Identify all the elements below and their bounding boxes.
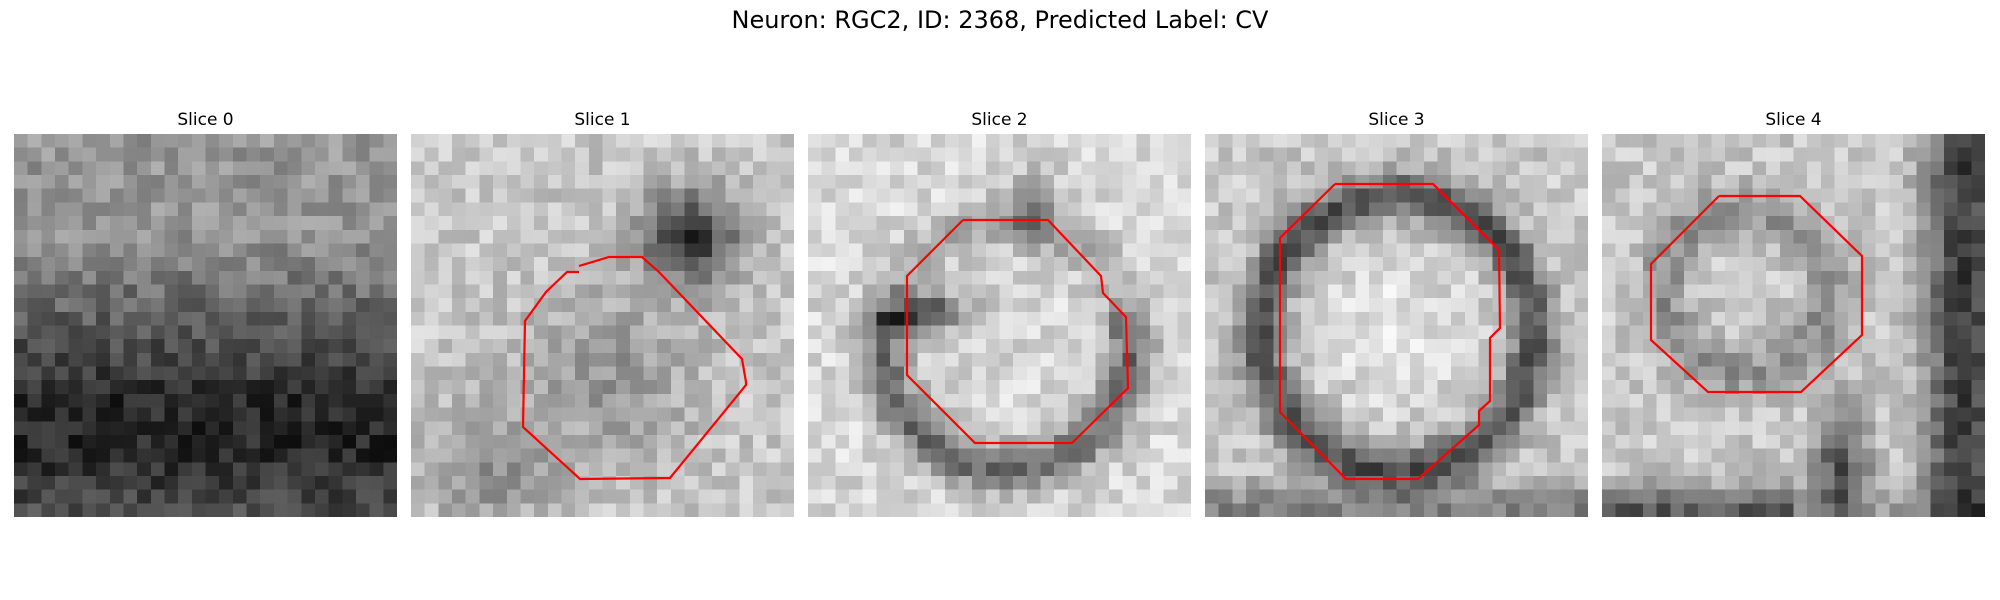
slice-3-image — [1205, 134, 1588, 517]
slice-0-panel — [14, 134, 397, 517]
slice-4-panel — [1602, 134, 1985, 517]
slice-1-image — [411, 134, 794, 517]
slice-3-contour-layer — [1278, 182, 1502, 481]
figure-title: Neuron: RGC2, ID: 2368, Predicted Label:… — [731, 6, 1269, 34]
slice-4-contour-layer — [1649, 194, 1864, 394]
slice-2-contour-layer — [905, 218, 1130, 445]
slice-1-panel — [411, 134, 794, 517]
slice-0-image — [14, 134, 397, 517]
slice-4-image — [1602, 134, 1985, 517]
slice-1-contour — [521, 255, 748, 481]
slice-4-contour — [1649, 194, 1864, 394]
slice-4-title: Slice 4 — [1765, 110, 1822, 130]
slice-3-panel — [1205, 134, 1588, 517]
slice-1-contour-layer — [521, 255, 748, 481]
slice-2-panel — [808, 134, 1191, 517]
slice-3-title: Slice 3 — [1368, 110, 1425, 130]
slice-2-contour — [905, 218, 1130, 445]
slice-0-title: Slice 0 — [177, 110, 234, 130]
slice-3-contour — [1278, 182, 1502, 481]
slice-1-title: Slice 1 — [574, 110, 631, 130]
slice-2-title: Slice 2 — [971, 110, 1028, 130]
